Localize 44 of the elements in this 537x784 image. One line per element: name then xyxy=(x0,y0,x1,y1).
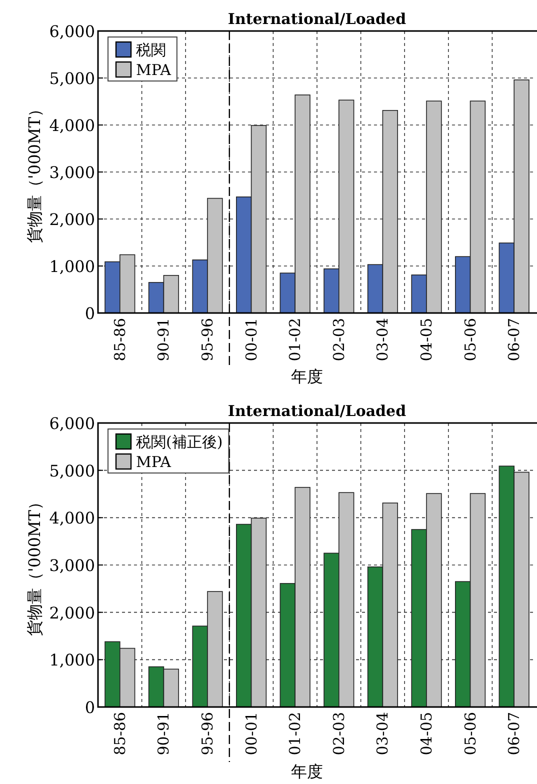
x-tick-label: 06-07 xyxy=(505,712,524,756)
x-tick-label: 05-06 xyxy=(461,712,480,756)
y-tick-label: 6,000 xyxy=(49,414,95,433)
y-axis-title: 貨物量（'000MT） xyxy=(25,494,44,636)
legend-label: 税関(補正後) xyxy=(136,433,223,451)
y-tick-label: 4,000 xyxy=(49,116,95,135)
x-tick-label: 06-07 xyxy=(505,318,524,362)
y-axis-title: 貨物量（'000MT） xyxy=(25,101,44,243)
y-tick-label: 2,000 xyxy=(49,210,95,229)
x-tick-label: 00-01 xyxy=(242,712,260,756)
chart-title: International/Loaded xyxy=(228,10,407,28)
y-tick-label: 6,000 xyxy=(49,22,95,41)
x-tick-label: 95-96 xyxy=(198,318,216,362)
x-tick-label: 90-91 xyxy=(154,318,173,362)
y-tick-label: 0 xyxy=(84,304,95,323)
y-tick-label: 5,000 xyxy=(49,461,95,480)
y-tick-label: 2,000 xyxy=(49,603,95,622)
y-tick-label: 3,000 xyxy=(49,556,95,575)
x-tick-label: 04-05 xyxy=(418,712,436,756)
x-tick-label: 02-03 xyxy=(330,318,348,362)
y-tick-label: 3,000 xyxy=(49,163,95,182)
x-tick-label: 03-04 xyxy=(374,318,392,362)
x-tick-label: 85-86 xyxy=(110,318,129,362)
x-axis-title: 年度 xyxy=(291,367,323,386)
legend-label: 税関 xyxy=(136,41,166,59)
legend-label: MPA xyxy=(136,61,172,79)
legend-label: MPA xyxy=(136,453,172,471)
y-tick-label: 1,000 xyxy=(49,257,95,276)
y-tick-label: 4,000 xyxy=(49,508,95,528)
y-tick-label: 0 xyxy=(84,698,95,717)
x-tick-label: 03-04 xyxy=(374,712,392,756)
y-tick-label: 5,000 xyxy=(49,69,95,88)
x-tick-label: 05-06 xyxy=(461,318,480,362)
x-tick-label: 01-02 xyxy=(286,712,304,756)
x-tick-label: 02-03 xyxy=(330,712,348,756)
x-tick-label: 00-01 xyxy=(242,318,260,362)
x-tick-label: 90-91 xyxy=(154,712,173,756)
chart-title: International/Loaded xyxy=(228,402,407,420)
x-tick-label: 01-02 xyxy=(286,318,304,362)
y-tick-label: 1,000 xyxy=(49,650,95,670)
x-tick-label: 04-05 xyxy=(418,318,436,362)
x-axis-title: 年度 xyxy=(291,762,323,781)
x-tick-label: 95-96 xyxy=(198,712,216,756)
x-tick-label: 85-86 xyxy=(110,712,129,756)
